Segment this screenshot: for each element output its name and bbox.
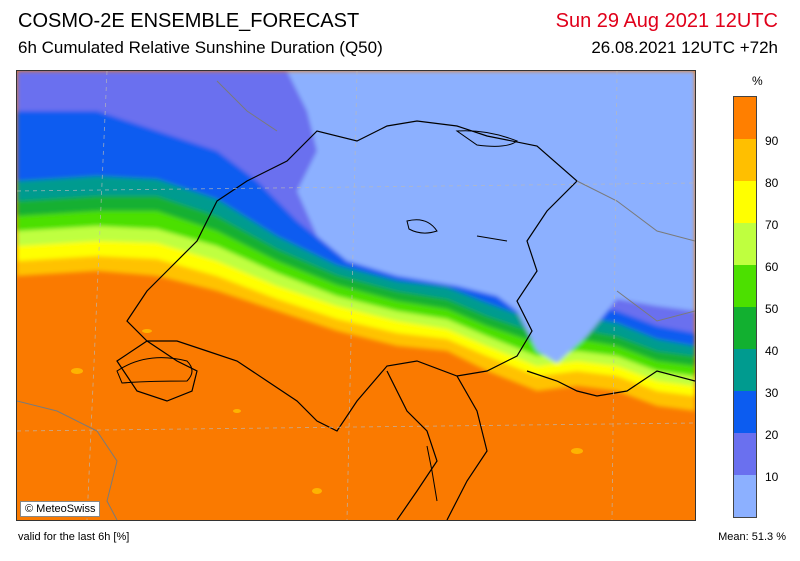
- forecast-map: © MeteoSwiss: [16, 70, 696, 521]
- gray-borders: [17, 80, 695, 520]
- legend-tick: 50: [765, 302, 779, 316]
- product-title: 6h Cumulated Relative Sunshine Duration …: [18, 38, 383, 57]
- sunshine-field: [17, 71, 695, 411]
- meteoswiss-credit: © MeteoSwiss: [20, 501, 101, 517]
- run-time: 26.08.2021 12UTC +72h: [591, 38, 778, 57]
- mean-value: Mean: 51.3 %: [718, 531, 786, 543]
- color-legend: [733, 96, 757, 518]
- legend-tick: 10: [765, 470, 779, 484]
- legend-tick: 20: [765, 428, 779, 442]
- graticule: [17, 71, 695, 520]
- legend-tick: 80: [765, 176, 779, 190]
- country-borders: [116, 120, 695, 520]
- legend-tick: 30: [765, 386, 779, 400]
- speckles: [71, 329, 583, 494]
- legend-unit: %: [752, 74, 763, 88]
- model-title: COSMO-2E ENSEMBLE_FORECAST: [18, 10, 360, 32]
- legend-bar: [734, 97, 756, 517]
- legend-tick: 70: [765, 218, 779, 232]
- legend-tick: 60: [765, 260, 779, 274]
- lakes: [116, 130, 518, 502]
- valid-date: Sun 29 Aug 2021 12UTC: [555, 10, 778, 32]
- map-canvas: [17, 71, 695, 520]
- validity-note: valid for the last 6h [%]: [18, 531, 130, 543]
- legend-tick: 90: [765, 134, 779, 148]
- legend-tick: 40: [765, 344, 779, 358]
